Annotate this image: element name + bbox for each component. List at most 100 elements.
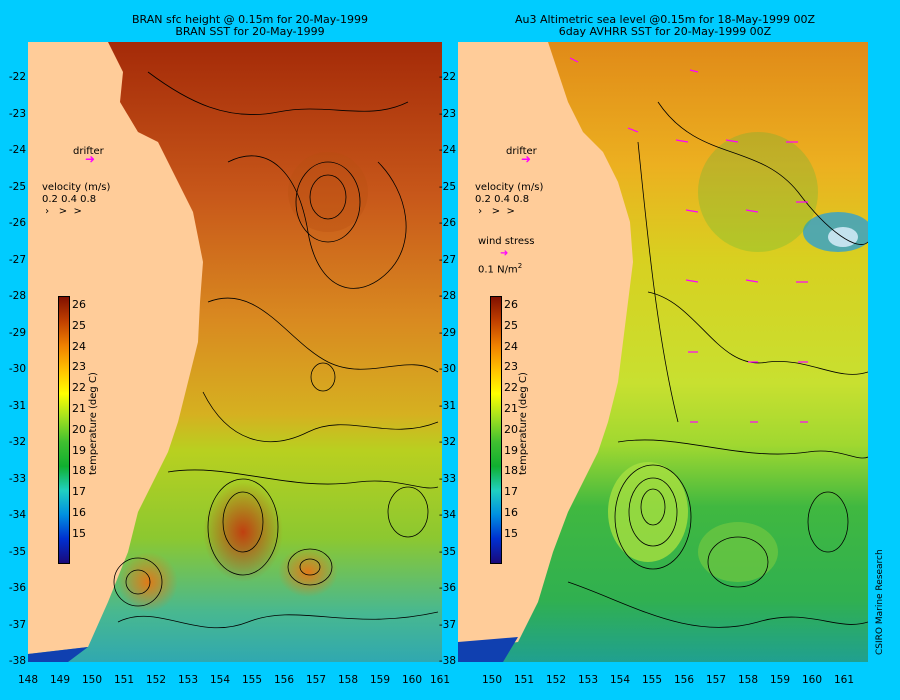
- left-map: [28, 42, 442, 662]
- lat-label: -23: [8, 107, 26, 120]
- lon-label: 159: [769, 674, 791, 686]
- lon-label: 157: [705, 674, 727, 686]
- left-velocity-values: 0.2 0.4 0.8: [42, 194, 97, 205]
- lon-label: 161: [429, 674, 451, 686]
- lat-label: -35: [8, 545, 26, 558]
- right-map: [458, 42, 868, 662]
- colorbar-tick-label: 23: [72, 360, 86, 374]
- lon-label: 153: [577, 674, 599, 686]
- colorbar-tick-label: 18: [504, 464, 518, 478]
- colorbar-tick-label: 23: [504, 360, 518, 374]
- right-velocity-values: 0.2 0.4 0.8: [475, 194, 530, 205]
- lon-label: 150: [81, 674, 103, 686]
- lon-label: 153: [177, 674, 199, 686]
- colorbar-tick-label: 20: [504, 422, 518, 436]
- lon-label: 150: [481, 674, 503, 686]
- lat-label: -26: [438, 217, 456, 229]
- colorbar-tick-label: 24: [504, 339, 518, 353]
- lon-label: 148: [17, 674, 39, 686]
- lat-label: -27: [438, 253, 456, 266]
- left-title-line2: BRAN SST for 20-May-1999: [175, 25, 325, 38]
- colorbar-tick-label: 15: [72, 526, 86, 540]
- right-wind-sup: 2: [517, 262, 523, 270]
- colorbar-tick-label: 22: [504, 381, 518, 395]
- right-title: Au3 Altimetric sea level @0.15m for 18-M…: [460, 14, 870, 38]
- lat-label: -29: [438, 326, 456, 339]
- right-velocity-legend: velocity (m/s) 0.2 0.4 0.8 › > >: [475, 182, 543, 218]
- lon-label: 154: [209, 674, 231, 686]
- lon-label: 161: [833, 674, 855, 686]
- left-velocity-legend: velocity (m/s) 0.2 0.4 0.8 › > >: [42, 182, 110, 218]
- lon-label: 152: [145, 674, 167, 686]
- lat-label: -28: [438, 290, 456, 302]
- lat-label: -33: [8, 472, 26, 485]
- colorbar-tick-label: 26: [72, 298, 86, 311]
- right-drifter-label: drifter: [506, 146, 537, 157]
- colorbar-tick-label: 18: [72, 464, 86, 478]
- lon-label: 159: [369, 674, 391, 686]
- left-drifter-label: drifter: [73, 146, 104, 157]
- lat-label: -34: [438, 509, 456, 521]
- left-colorbar: [58, 296, 70, 564]
- lon-label: 154: [609, 674, 631, 686]
- right-drifter-arrow-icon: ➜: [521, 152, 532, 166]
- credit-text: CSIRO Marine Research: [875, 549, 885, 655]
- colorbar-tick-label: 24: [72, 339, 86, 353]
- left-colorbar-label: temperature (deg C): [88, 372, 99, 475]
- left-velocity-label: velocity (m/s): [42, 182, 111, 193]
- colorbar-tick-label: 25: [504, 318, 518, 332]
- lat-label: -33: [438, 472, 456, 485]
- lat-label: -29: [8, 326, 26, 339]
- right-colorbar-label: temperature (deg C): [518, 372, 529, 475]
- colorbar-tick-label: 21: [504, 402, 518, 415]
- lat-label: -32: [8, 436, 26, 448]
- left-velocity-arrows-icon: › > >: [42, 206, 82, 217]
- right-title-line1: Au3 Altimetric sea level @0.15m for 18-M…: [514, 13, 816, 26]
- lat-label: -34: [8, 509, 26, 521]
- colorbar-tick-label: 22: [72, 381, 86, 395]
- lon-label: 160: [401, 674, 423, 686]
- lon-label: 158: [337, 674, 359, 686]
- colorbar-tick-label: 19: [504, 443, 518, 457]
- lat-label: -28: [8, 290, 26, 302]
- lat-label: -22: [438, 71, 456, 83]
- right-wind-arrow-icon: ➜: [500, 248, 509, 259]
- lon-label: 158: [737, 674, 759, 686]
- right-wind-legend: wind stress ➜ 0.1 N/m2: [478, 236, 534, 276]
- right-drifter-legend: drifter: [506, 146, 537, 157]
- lat-label: -36: [438, 582, 456, 594]
- lat-label: -24: [8, 144, 26, 156]
- right-velocity-label: velocity (m/s): [475, 182, 544, 193]
- lat-label: -38: [8, 655, 26, 667]
- lat-label: -26: [8, 217, 26, 229]
- lon-label: 160: [801, 674, 823, 686]
- right-velocity-arrows-icon: › > >: [475, 206, 515, 217]
- lat-label: -31: [438, 399, 456, 412]
- colorbar-tick-label: 16: [504, 506, 518, 519]
- colorbar-tick-label: 21: [72, 402, 86, 415]
- colorbar-tick-label: 17: [72, 485, 86, 499]
- colorbar-tick-label: 15: [504, 526, 518, 540]
- left-title-line1: BRAN sfc height @ 0.15m for 20-May-1999: [131, 13, 368, 26]
- left-title: BRAN sfc height @ 0.15m for 20-May-1999 …: [60, 14, 440, 38]
- lat-label: -30: [8, 363, 26, 375]
- colorbar-tick-label: 17: [504, 485, 518, 499]
- lat-label: -35: [438, 545, 456, 558]
- lon-label: 155: [241, 674, 263, 686]
- left-drifter-arrow-icon: ➜: [85, 152, 96, 166]
- colorbar-tick-label: 26: [504, 298, 518, 311]
- right-map-image: [458, 42, 868, 662]
- lat-label: -25: [8, 180, 26, 193]
- lat-label: -22: [8, 71, 26, 83]
- right-colorbar: [490, 296, 502, 564]
- lat-label: -32: [438, 436, 456, 448]
- lat-label: -23: [438, 107, 456, 120]
- left-drifter-legend: drifter: [73, 146, 104, 157]
- lat-label: -37: [438, 618, 456, 631]
- colorbar-tick-label: 25: [72, 318, 86, 332]
- colorbar-tick-label: 16: [72, 506, 86, 519]
- right-title-line2: 6day AVHRR SST for 20-May-1999 00Z: [558, 25, 772, 38]
- right-wind-label: wind stress: [478, 236, 535, 247]
- lon-label: 151: [513, 674, 535, 686]
- right-wind-value: 0.1 N/m: [478, 264, 518, 276]
